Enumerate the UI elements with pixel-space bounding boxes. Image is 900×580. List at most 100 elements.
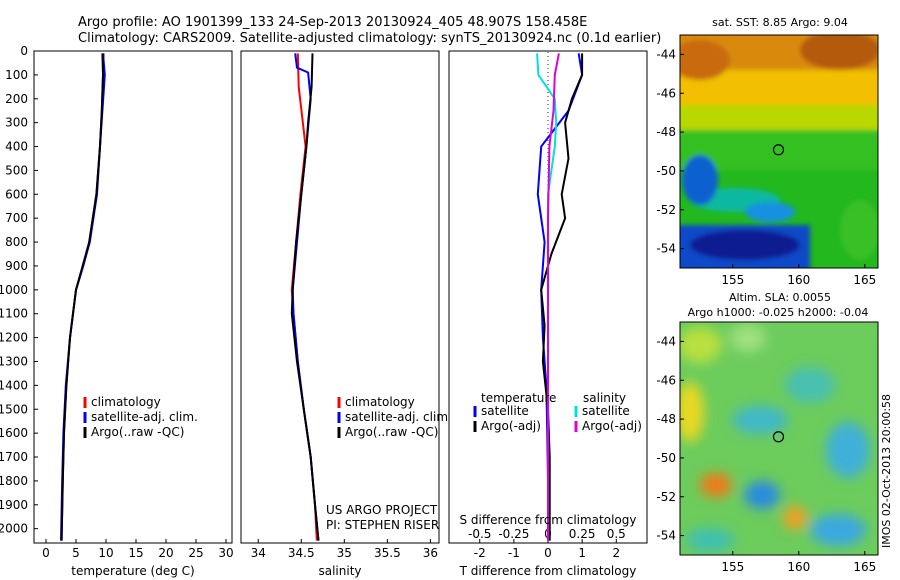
depth-tick-label: 200 [5,92,28,106]
lat-tick-label: -46 [656,86,676,100]
legend-label-climatology: climatology [91,395,161,409]
argo-float-marker [772,144,785,156]
sla-map-panel: Altim. SLA: 0.0055 Argo h1000: -0.025 h2… [656,291,879,574]
salinity-legend: climatology satellite-adj. clim. Argo(..… [337,395,452,439]
series-line-salinity-argo-adj [547,53,560,541]
sst-cold-patch [745,202,795,222]
x-tick-label: 2 [612,546,620,560]
lat-tick-label: -46 [656,373,676,387]
depth-tick-label: 1000 [0,283,28,297]
lat-tick-label: -54 [656,529,676,543]
legend-label-s-satellite: satellite [582,404,630,418]
sst-map-title: sat. SST: 8.85 Argo: 9.04 [712,16,848,29]
sla-map-ticks: 155 160 165 -44 -46 -48 -50 -52 -54 [656,334,876,574]
series-line-argo-raw-qc [60,53,105,541]
sla-high-patch [680,382,704,442]
depth-tick-label: 100 [5,68,28,82]
x-tick-label: 30 [218,546,233,560]
lat-tick-label: -50 [656,164,676,178]
argo-float-marker [772,431,785,443]
depth-tick-label: 1400 [0,378,28,392]
x-tick-label: 0 [42,546,50,560]
sla-lowest-patch [744,481,780,509]
salinity-xlabel: salinity [318,564,361,578]
difference-legend: temperature salinity satellite Argo(-adj… [473,391,642,433]
depth-tick-label: 1600 [0,426,28,440]
sla-low-patch [810,514,866,546]
temperature-axis-ticks: 0 5 10 15 20 25 30 [42,539,234,560]
lat-tick-label: -48 [656,412,676,426]
depth-tick-label: 1900 [0,498,28,512]
depth-tick-label: 300 [5,116,28,130]
x-tick-label: -1 [508,546,520,560]
sla-low-patch [785,367,835,403]
lon-tick-label: 165 [853,560,876,574]
depth-tick-label: 1800 [0,474,28,488]
depth-tick-label: 2000 [0,522,28,536]
sla-high-patch [783,506,807,530]
x-tick-label: 34.5 [288,546,315,560]
sla-map-subtitle: Argo h1000: -0.025 h2000: -0.04 [688,306,869,319]
depth-tick-label: 500 [5,163,28,177]
sla-map-title: Altim. SLA: 0.0055 [729,291,831,304]
difference-series [536,53,584,541]
lon-tick-label: 165 [853,273,876,287]
x-tick-label: 15 [128,546,143,560]
temperature-legend: climatology satellite-adj. clim. Argo(..… [83,395,198,439]
s-tick-label: -0.25 [498,527,529,541]
temperature-xlabel: temperature (deg C) [71,564,194,578]
lat-tick-label: -52 [656,490,676,504]
s-tick-label: -0.5 [468,527,491,541]
x-tick-label: 35.5 [374,546,401,560]
legend-label-s-argo: Argo(-adj) [582,419,642,433]
legend-label-t-satellite: satellite [481,404,529,418]
depth-tick-label: 1700 [0,450,28,464]
salinity-series [290,53,320,541]
legend-label-satellite-adj: satellite-adj. clim. [91,410,198,424]
sst-map-ticks: 155 160 165 -44 -46 -48 -50 -52 -54 [656,47,876,287]
temperature-axes-frame [33,50,233,544]
legend-header-salinity: salinity [583,391,626,405]
series-line-argo-raw-qc [290,53,320,541]
legend-label-t-argo: Argo(-adj) [481,419,541,433]
lat-tick-label: -54 [656,242,676,256]
sst-map-frame [679,34,879,269]
x-tick-label: 1 [578,546,586,560]
difference-panel: -2 -1 0 1 2-0.5 -0.25 0 0.25 0.5 T difference fr… [448,50,648,578]
legend-header-temperature: temperature [481,391,556,405]
lat-tick-label: -44 [656,47,676,61]
sst-warm-patch [800,35,878,70]
x-tick-label: 35 [337,546,352,560]
x-tick-label: 0 [544,546,552,560]
x-tick-label: -2 [474,546,486,560]
x-tick-label: 5 [72,546,80,560]
imos-timestamp: IMOS 02-Oct-2013 20:00:58 [880,394,893,548]
lon-tick-label: 155 [721,560,744,574]
header-line2: Climatology: CARS2009. Satellite-adjuste… [78,31,661,46]
temperature-panel: 0100200300400500600700800900100011001200… [0,44,234,578]
x-tick-label: 34 [251,546,266,560]
sst-heatmap [680,35,878,268]
salinity-panel: 34 34.5 35 35.5 36 salinity climatology sate… [240,50,452,578]
lat-tick-label: -48 [656,125,676,139]
lat-tick-label: -44 [656,334,676,348]
sla-patch [730,324,766,352]
sst-warm-patch [680,40,730,80]
legend-label-climatology: climatology [345,395,415,409]
x-tick-label: 36 [423,546,438,560]
sla-heatmap-field [680,324,870,552]
depth-tick-label: 1300 [0,354,28,368]
depth-tick-label: 1100 [0,307,28,321]
x-tick-label: 25 [188,546,203,560]
sla-low-patch [826,422,870,478]
lon-tick-label: 160 [787,560,810,574]
salinity-axes-frame [240,50,440,544]
x-tick-label: 20 [158,546,173,560]
lat-tick-label: -50 [656,451,676,465]
s-tick-label: 0.25 [569,527,596,541]
sst-coldest-patch [690,230,800,260]
sla-highest-patch [700,473,732,497]
sst-heatmap-field [680,35,878,268]
depth-tick-label: 1500 [0,402,28,416]
